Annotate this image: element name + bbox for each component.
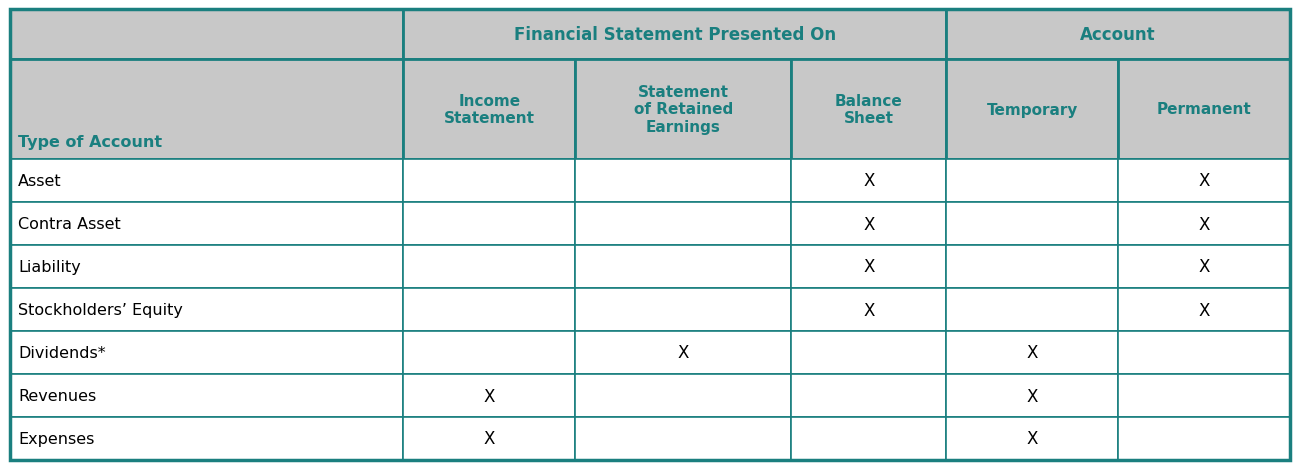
- Bar: [946, 10, 1290, 60]
- Bar: [403, 10, 946, 60]
- Bar: [792, 245, 946, 288]
- Bar: [792, 332, 946, 374]
- Bar: [10, 417, 403, 460]
- Text: Temporary: Temporary: [987, 102, 1078, 117]
- Text: Liability: Liability: [18, 259, 81, 275]
- Bar: [792, 417, 946, 460]
- Text: Account: Account: [1080, 26, 1156, 44]
- Bar: [10, 245, 403, 288]
- Text: Contra Asset: Contra Asset: [18, 217, 121, 232]
- Bar: [10, 10, 403, 60]
- Text: Asset: Asset: [18, 174, 61, 188]
- Text: Balance
Sheet: Balance Sheet: [835, 94, 902, 126]
- Bar: [1118, 288, 1290, 332]
- Text: Permanent: Permanent: [1157, 102, 1252, 117]
- Bar: [1118, 417, 1290, 460]
- Bar: [10, 160, 403, 203]
- Bar: [403, 288, 575, 332]
- Bar: [1118, 332, 1290, 374]
- Text: X: X: [484, 430, 495, 448]
- Bar: [946, 203, 1118, 245]
- Bar: [575, 417, 792, 460]
- Text: X: X: [1199, 215, 1210, 233]
- Bar: [946, 417, 1118, 460]
- Bar: [946, 245, 1118, 288]
- Text: X: X: [1027, 430, 1037, 448]
- Text: X: X: [1027, 344, 1037, 362]
- Bar: [946, 288, 1118, 332]
- Text: X: X: [863, 215, 875, 233]
- Bar: [10, 332, 403, 374]
- Text: X: X: [863, 172, 875, 190]
- Bar: [946, 332, 1118, 374]
- Bar: [946, 60, 1118, 160]
- Bar: [575, 203, 792, 245]
- Bar: [1118, 160, 1290, 203]
- Text: Type of Account: Type of Account: [18, 135, 162, 150]
- Bar: [403, 60, 575, 160]
- Bar: [403, 332, 575, 374]
- Bar: [403, 374, 575, 417]
- Bar: [403, 245, 575, 288]
- Text: X: X: [1199, 301, 1210, 319]
- Text: X: X: [1199, 172, 1210, 190]
- Bar: [10, 288, 403, 332]
- Text: X: X: [677, 344, 689, 362]
- Text: Statement
of Retained
Earnings: Statement of Retained Earnings: [633, 85, 733, 135]
- Text: X: X: [863, 258, 875, 276]
- Text: X: X: [1027, 387, 1037, 405]
- Text: Expenses: Expenses: [18, 431, 95, 446]
- Bar: [792, 288, 946, 332]
- Bar: [403, 417, 575, 460]
- Bar: [792, 374, 946, 417]
- Bar: [10, 203, 403, 245]
- Text: Revenues: Revenues: [18, 388, 96, 403]
- Bar: [792, 203, 946, 245]
- Text: Income
Statement: Income Statement: [443, 94, 534, 126]
- Bar: [792, 160, 946, 203]
- Bar: [575, 60, 792, 160]
- Bar: [792, 60, 946, 160]
- Bar: [575, 288, 792, 332]
- Bar: [403, 160, 575, 203]
- Bar: [575, 332, 792, 374]
- Bar: [1118, 203, 1290, 245]
- Bar: [575, 374, 792, 417]
- Bar: [946, 374, 1118, 417]
- Bar: [403, 203, 575, 245]
- Text: Stockholders’ Equity: Stockholders’ Equity: [18, 302, 183, 317]
- Text: X: X: [1199, 258, 1210, 276]
- Text: Dividends*: Dividends*: [18, 345, 105, 360]
- Text: Financial Statement Presented On: Financial Statement Presented On: [514, 26, 836, 44]
- Bar: [1118, 374, 1290, 417]
- Bar: [10, 60, 403, 160]
- Text: X: X: [484, 387, 495, 405]
- Bar: [1118, 60, 1290, 160]
- Bar: [1118, 245, 1290, 288]
- Bar: [10, 374, 403, 417]
- Bar: [575, 245, 792, 288]
- Text: X: X: [863, 301, 875, 319]
- Bar: [575, 160, 792, 203]
- Bar: [946, 160, 1118, 203]
